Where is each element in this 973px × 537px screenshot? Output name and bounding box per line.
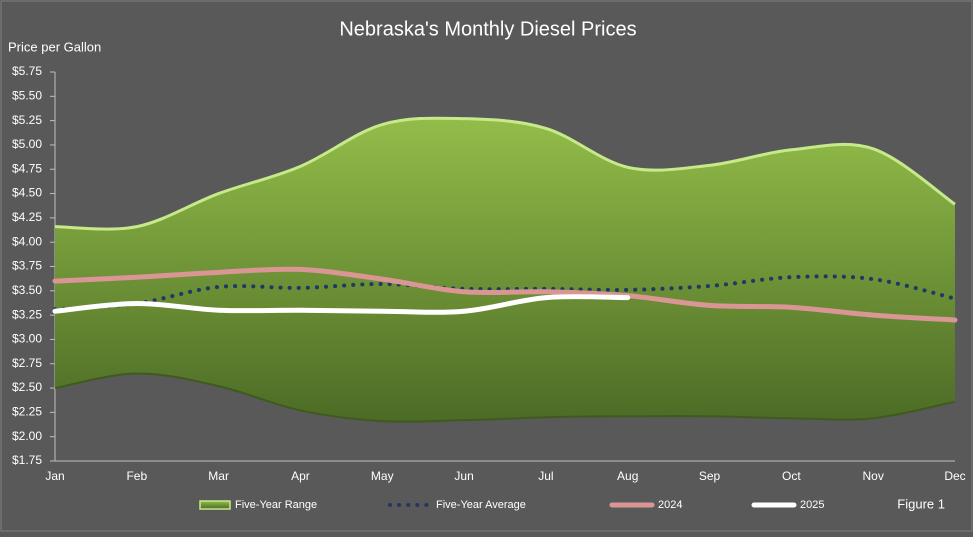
- y-tick-label: $4.25: [12, 210, 42, 224]
- x-tick-label: Dec: [944, 469, 965, 483]
- x-tick-label: Oct: [782, 469, 801, 483]
- y-tick-label: $4.75: [12, 161, 42, 175]
- x-tick-label: Jan: [45, 469, 64, 483]
- y-tick-label: $4.00: [12, 234, 42, 248]
- y-tick-label: $1.75: [12, 453, 42, 467]
- range-top-edge: [54, 116, 956, 231]
- legend-label: Five-Year Average: [436, 499, 526, 511]
- y-tick-label: $5.50: [12, 88, 42, 102]
- y-tick-label: $2.00: [12, 429, 42, 443]
- x-tick-label: Mar: [208, 469, 229, 483]
- legend-label: 2024: [658, 499, 682, 511]
- y-axis-label: Price per Gallon: [8, 39, 101, 54]
- x-tick-label: Jun: [454, 469, 473, 483]
- x-tick-label: Feb: [126, 469, 147, 483]
- y-tick-label: $3.00: [12, 332, 42, 346]
- x-tick-label: Jul: [538, 469, 553, 483]
- y-tick-label: $5.25: [12, 113, 42, 127]
- series-line: [53, 274, 957, 312]
- y-tick-label: $3.25: [12, 307, 42, 321]
- x-tick-label: Apr: [291, 469, 310, 483]
- x-tick-label: Nov: [863, 469, 884, 483]
- legend-label: 2025: [800, 499, 824, 511]
- series-line: [52, 266, 958, 323]
- annotation: Figure 1: [897, 496, 945, 511]
- y-tick-label: $2.50: [12, 380, 42, 394]
- y-tick-label: $5.00: [12, 137, 42, 151]
- y-tick-label: $4.50: [12, 186, 42, 200]
- y-tick-label: $3.50: [12, 283, 42, 297]
- x-tick-label: Aug: [617, 469, 638, 483]
- x-tick-label: May: [371, 469, 394, 483]
- series-line: [52, 294, 631, 315]
- legend-swatch: [199, 500, 231, 510]
- y-tick-label: $2.75: [12, 356, 42, 370]
- y-tick-label: $2.25: [12, 405, 42, 419]
- range-area: [55, 118, 955, 422]
- y-tick-label: $5.75: [12, 64, 42, 78]
- x-tick-label: Sep: [699, 469, 721, 483]
- range-bottom-edge: [54, 372, 956, 423]
- y-tick-label: $3.75: [12, 259, 42, 273]
- legend-label: Five-Year Range: [235, 499, 317, 511]
- chart-title: Nebraska's Monthly Diesel Prices: [339, 18, 636, 40]
